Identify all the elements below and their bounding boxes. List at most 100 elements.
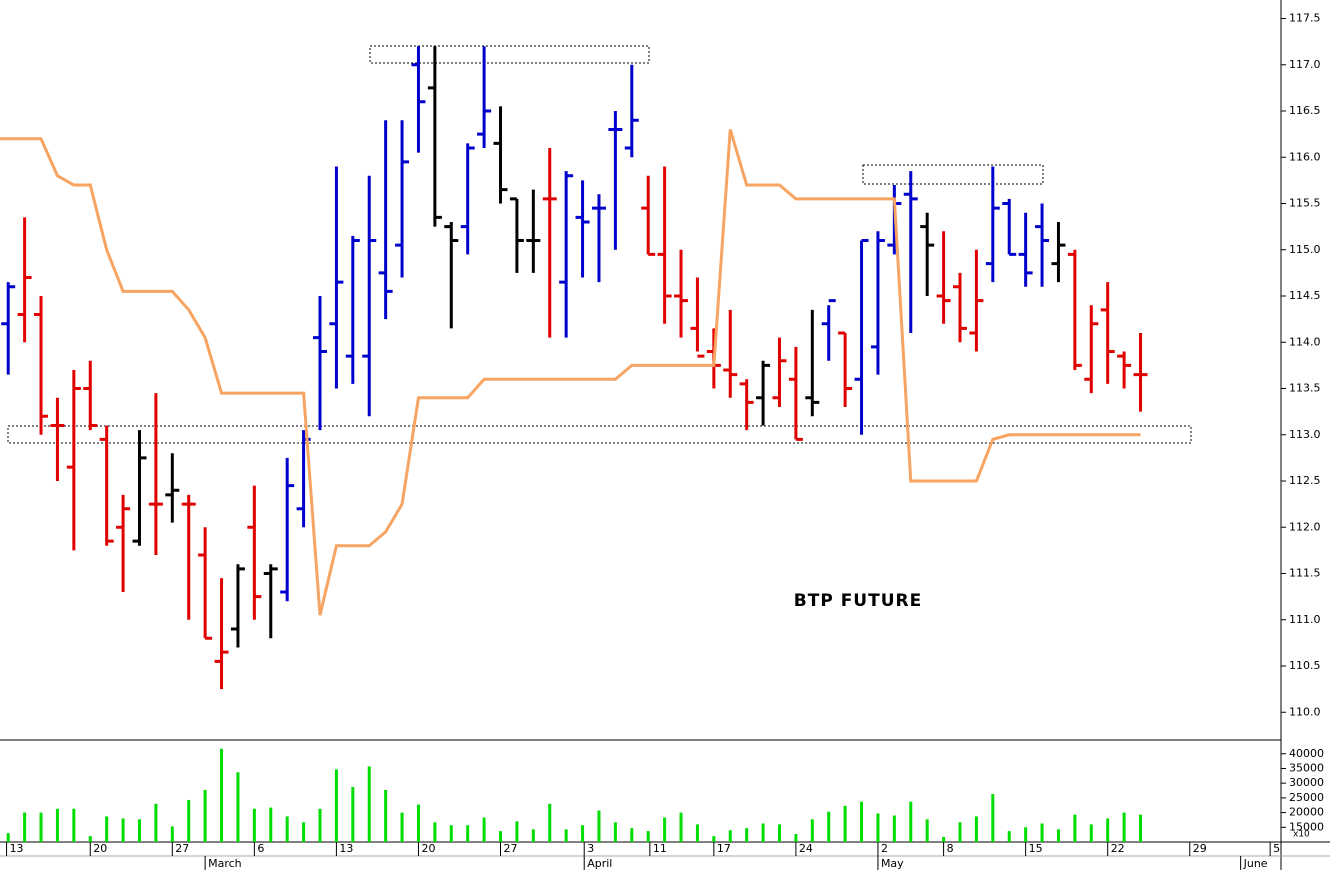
volume-bar xyxy=(449,825,453,842)
volume-bar xyxy=(220,748,224,842)
volume-bar xyxy=(88,836,92,842)
x-tick-label: 13 xyxy=(10,842,24,855)
y-tick-label: 115.0 xyxy=(1289,243,1321,256)
y-tick-label: 117.0 xyxy=(1289,58,1321,71)
x-tick-label: 6 xyxy=(257,842,264,855)
volume-bar xyxy=(482,817,486,842)
x-tick-label: 2 xyxy=(881,842,888,855)
volume-bar xyxy=(416,804,420,842)
annotation: BTP FUTURE xyxy=(794,591,922,611)
volume-bar xyxy=(72,808,76,842)
x-tick-label: 27 xyxy=(175,842,189,855)
month-label: June xyxy=(1243,857,1268,870)
volume-bar xyxy=(745,828,749,842)
volume-bar xyxy=(761,823,765,842)
volume-tick-label: 40000 xyxy=(1289,747,1324,760)
x-tick-label: 20 xyxy=(421,842,435,855)
volume-tick-label: 25000 xyxy=(1289,791,1324,804)
volume-bar xyxy=(1089,824,1093,842)
y-tick-label: 116.5 xyxy=(1289,104,1321,117)
volume-bar xyxy=(679,812,683,842)
y-tick-label: 112.5 xyxy=(1289,474,1321,487)
volume-bar xyxy=(876,813,880,842)
volume-bar xyxy=(1024,827,1028,842)
volume-bar xyxy=(630,828,634,842)
y-tick-label: 114.0 xyxy=(1289,335,1321,348)
volume-bar xyxy=(105,816,109,842)
volume-bar xyxy=(581,825,585,842)
volume-bar xyxy=(794,834,798,842)
volume-tick-label: 15000 xyxy=(1289,820,1324,833)
volume-bar xyxy=(564,829,568,842)
volume-bar xyxy=(942,837,946,842)
x-tick-label: 13 xyxy=(339,842,353,855)
y-tick-label: 116.0 xyxy=(1289,150,1321,163)
volume-tick-label: 20000 xyxy=(1289,806,1324,819)
volume-bar xyxy=(728,830,732,842)
volume-bar xyxy=(892,815,896,842)
x-tick-label: 17 xyxy=(717,842,731,855)
volume-bar xyxy=(466,825,470,842)
y-tick-label: 115.5 xyxy=(1289,197,1321,210)
x-tick-label: 3 xyxy=(587,842,594,855)
volume-bar xyxy=(137,819,141,842)
volume-bar xyxy=(613,822,617,842)
x-tick-label: 20 xyxy=(93,842,107,855)
volume-scale-note: x10 xyxy=(1293,830,1310,840)
volume-bar xyxy=(958,822,962,842)
volume-bar xyxy=(252,808,256,842)
volume-bar xyxy=(1040,823,1044,842)
volume-bar xyxy=(695,824,699,842)
volume-tick-label: 35000 xyxy=(1289,761,1324,774)
volume-tick-label: 30000 xyxy=(1289,776,1324,789)
volume-bar xyxy=(712,836,716,842)
volume-bar xyxy=(810,819,814,842)
volume-bar xyxy=(548,803,552,842)
month-label: April xyxy=(587,857,612,870)
month-label: March xyxy=(208,857,242,870)
volume-bar xyxy=(1106,818,1110,842)
y-tick-label: 111.5 xyxy=(1289,567,1321,580)
volume-bar xyxy=(318,808,322,842)
y-tick-label: 114.5 xyxy=(1289,289,1321,302)
volume-bar xyxy=(860,801,864,842)
x-tick-label: 27 xyxy=(504,842,518,855)
volume-bar xyxy=(351,787,355,842)
volume-bar xyxy=(1073,814,1077,842)
volume-bar xyxy=(285,816,289,842)
y-tick-label: 110.5 xyxy=(1289,659,1321,672)
y-tick-label: 110.0 xyxy=(1289,705,1321,718)
x-tick-label: 11 xyxy=(653,842,667,855)
volume-bar xyxy=(991,794,995,842)
volume-bar xyxy=(23,812,27,842)
volume-bar xyxy=(1122,812,1126,842)
volume-bar xyxy=(121,818,125,842)
volume-bar xyxy=(334,769,338,842)
volume-bar xyxy=(400,812,404,842)
volume-bar xyxy=(597,810,601,842)
volume-bar xyxy=(302,822,306,842)
x-tick-label: 15 xyxy=(1029,842,1043,855)
volume-bar xyxy=(646,831,650,842)
volume-bar xyxy=(1007,831,1011,842)
volume-bar xyxy=(925,819,929,842)
y-tick-label: 113.5 xyxy=(1289,382,1321,395)
overlay-line xyxy=(0,129,1141,616)
volume-bar xyxy=(203,789,207,842)
volume-bar xyxy=(1056,829,1060,842)
x-tick-label: 22 xyxy=(1111,842,1125,855)
volume-bar xyxy=(777,824,781,842)
y-tick-label: 111.0 xyxy=(1289,613,1321,626)
volume-bar xyxy=(384,789,388,842)
volume-bar xyxy=(974,816,978,842)
volume-bar xyxy=(367,766,371,842)
volume-bar xyxy=(154,803,158,842)
y-tick-label: 112.0 xyxy=(1289,520,1321,533)
volume-bar xyxy=(663,817,667,842)
resistance-box xyxy=(862,164,1044,185)
volume-bar xyxy=(39,812,43,842)
volume-bar xyxy=(515,821,519,842)
volume-bar xyxy=(269,807,273,842)
x-tick-label: 5 xyxy=(1273,842,1280,855)
